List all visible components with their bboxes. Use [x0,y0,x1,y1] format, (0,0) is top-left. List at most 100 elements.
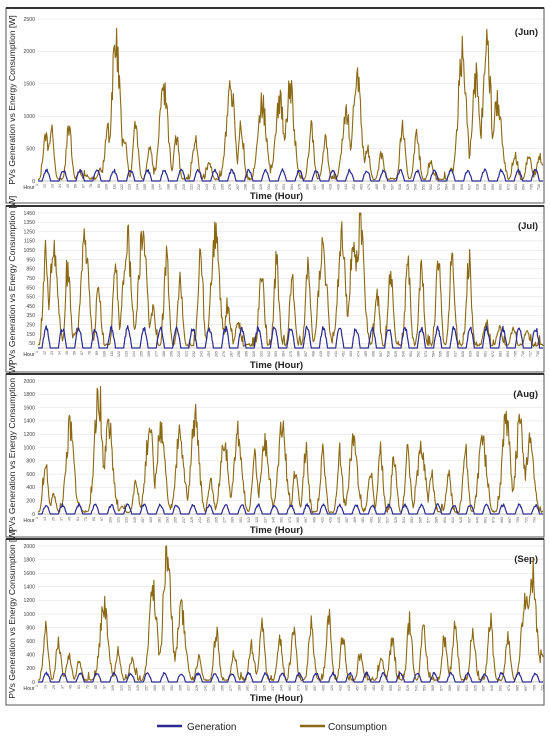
x-tick-label: 1 [35,685,39,687]
legend: Generation Consumption [157,722,387,733]
x-tick-label: 229 [195,685,199,691]
x-tick-label: 277 [223,517,227,523]
y-tick-label: 2000 [23,544,35,550]
series-generation-line [38,168,543,182]
legend-consumption-label: Consumption [328,722,387,733]
x-tick-label: 661 [499,685,503,691]
y-tick-label: 0 [32,680,35,686]
x-tick-label: 37 [59,517,63,521]
y-tick-label: 1600 [23,571,35,577]
x-tick-label: 397 [313,184,317,190]
y-tick-label: 1000 [23,445,35,451]
x-tick-label: 289 [237,685,241,691]
y-tick-label: 1150 [24,239,35,245]
x-tick-label: 601 [456,685,460,691]
x-tick-label: 474 [367,184,371,190]
x-tick-label: 373 [288,517,292,523]
x-tick-label: 217 [182,517,186,523]
x-tick-label: 337 [263,517,267,523]
x-tick-label: 217 [187,685,191,691]
x-tick-label: 331 [259,351,263,357]
x-tick-label: 13 [43,517,47,521]
x-tick-label: 276 [228,184,232,190]
y-axis-title: PVs Generation vs Energy Consumption [W] [7,363,17,533]
y-tick-label: 1000 [23,114,35,120]
x-tick-label: 109 [111,685,115,691]
x-axis-title: Time (Hour) [250,360,303,371]
x-tick-label: 144 [132,351,136,357]
x-tick-label: 122 [117,351,121,357]
x-tick-label: 301 [239,517,243,523]
x-tick-label: 481 [372,685,376,691]
x-tick-label: 397 [304,351,308,357]
x-tick-label: 205 [174,517,178,523]
x-tick-label: 452 [342,351,346,357]
x-tick-label: 243 [205,184,209,190]
x-tick-label: 1 [35,184,39,186]
x-tick-label: 672 [491,351,495,357]
x-tick-label: 553 [410,517,414,523]
y-tick-label: 1000 [23,612,35,618]
series-consumption-line [37,27,544,181]
x-tick-label: 738 [536,351,540,357]
y-axis-title: PVs Generation vs Energy Consumption [W] [7,529,17,699]
x-tick-label: 144 [135,184,139,190]
x-tick-label: 565 [418,517,422,523]
x-first-label: Hour [23,185,35,191]
panel-aug: 0 200 400 600 800 1000 1200 1400 1600 1800 2000 1 13… [5,363,545,538]
x-tick-label: 78 [87,351,91,355]
x-tick-label: 589 [448,685,452,691]
y-tick-label: 600 [26,472,35,478]
x-tick-label: 419 [329,184,333,190]
y-tick-label: 650 [26,285,35,291]
x-first-label: Hour [23,686,35,692]
y-axis-title: PVs Generation vs Energy Consumption [W] [7,15,17,185]
x-tick-label: 100 [105,184,109,190]
y-tick-label: 150 [26,332,35,338]
x-tick-label: 541 [414,685,418,691]
x-tick-label: 430 [336,184,340,190]
x-tick-label: 529 [394,517,398,523]
x-tick-label: 518 [398,184,402,190]
series-generation-line [38,324,543,349]
x-first-label: Hour [23,352,35,358]
x-axis-title: Time (Hour) [250,525,303,536]
x-tick-label: 595 [452,184,456,190]
x-tick-label: 589 [435,517,439,523]
x-tick-label: 49 [69,685,73,689]
panel-jul: 5015025035045055065075085095010501150125… [5,196,545,373]
x-tick-label: 408 [312,351,316,357]
x-tick-label: 540 [414,184,418,190]
x-tick-label: 386 [297,351,301,357]
x-tick-label: 408 [321,184,325,190]
x-tick-label: 25 [51,517,55,521]
x-tick-label: 672 [506,184,510,190]
y-tick-label: 800 [26,459,35,465]
y-tick-label: 2500 [23,17,35,23]
x-tick-label: 23 [50,184,54,188]
x-tick-label: 649 [475,517,479,523]
x-tick-label: 67 [80,351,84,355]
x-tick-label: 409 [312,517,316,523]
series-generation-line [38,671,543,683]
x-tick-label: 221 [190,184,194,190]
panel-frame [5,205,545,373]
x-tick-label: 12 [43,184,47,188]
y-tick-label: 850 [26,267,35,273]
x-tick-label: 169 [153,685,157,691]
y-tick-label: 2000 [23,49,35,55]
x-tick-label: 97 [100,517,104,521]
x-tick-label: 529 [406,184,410,190]
x-tick-label: 97 [102,685,106,689]
x-tick-label: 193 [170,685,174,691]
x-tick-label: 265 [214,351,218,357]
x-tick-label: 507 [390,184,394,190]
x-tick-label: 1 [35,351,39,353]
x-tick-label: 716 [521,351,525,357]
x-tick-label: 253 [212,685,216,691]
x-tick-label: 625 [473,685,477,691]
panel-frame [5,373,545,538]
x-tick-label: 661 [484,351,488,357]
x-tick-label: 188 [162,351,166,357]
x-tick-label: 45 [65,351,69,355]
